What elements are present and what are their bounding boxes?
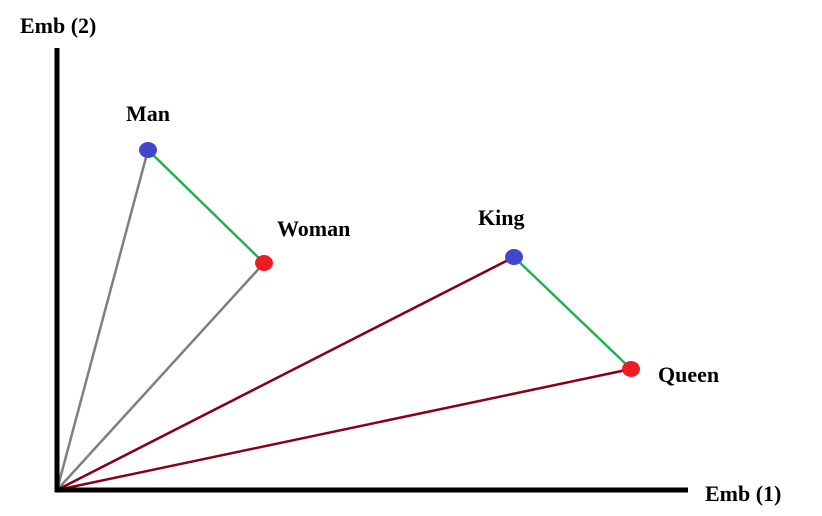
- label-man: Man: [126, 101, 170, 126]
- point-king: [505, 249, 523, 265]
- label-woman: Woman: [277, 216, 350, 241]
- vector-origin-queen: [56, 367, 632, 492]
- point-queen: [622, 361, 640, 377]
- vector-origin-woman: [56, 262, 265, 491]
- y-axis-label: Emb (2): [20, 13, 96, 38]
- label-queen: Queen: [658, 362, 719, 387]
- x-axis-label: Emb (1): [705, 481, 781, 506]
- point-woman: [255, 255, 273, 271]
- label-king: King: [478, 205, 524, 230]
- vector-origin-man: [55, 149, 150, 491]
- vector-origin-king: [56, 255, 515, 492]
- link-man-woman: [147, 149, 265, 264]
- link-king-queen: [513, 256, 632, 370]
- point-man: [139, 142, 157, 158]
